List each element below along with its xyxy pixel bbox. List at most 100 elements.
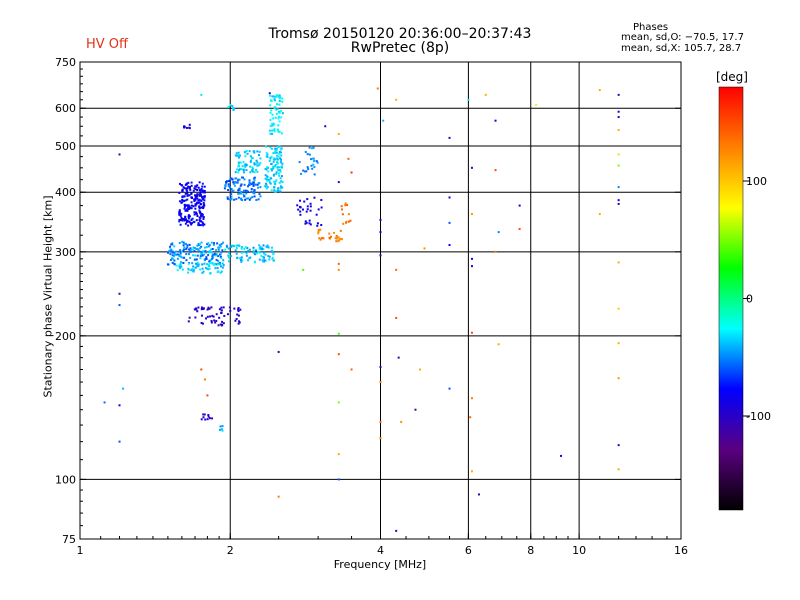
data-point bbox=[209, 248, 212, 251]
data-point bbox=[414, 408, 417, 411]
data-point bbox=[211, 417, 214, 420]
data-point bbox=[211, 257, 214, 260]
data-point bbox=[229, 104, 232, 107]
data-point bbox=[238, 155, 241, 158]
data-point bbox=[181, 195, 184, 198]
data-point bbox=[203, 413, 206, 416]
x-tick-label: 16 bbox=[674, 544, 688, 557]
data-point bbox=[340, 205, 343, 208]
data-point bbox=[268, 181, 271, 184]
data-point bbox=[273, 129, 276, 132]
data-point bbox=[317, 232, 320, 235]
data-point bbox=[196, 188, 199, 191]
data-point bbox=[184, 192, 187, 195]
x-tick-label: 4 bbox=[377, 544, 384, 557]
data-point bbox=[273, 157, 276, 160]
data-point bbox=[218, 428, 221, 431]
data-point bbox=[271, 258, 274, 261]
data-point bbox=[259, 162, 262, 165]
data-point bbox=[168, 250, 171, 253]
data-point bbox=[171, 242, 174, 245]
data-point bbox=[233, 307, 236, 310]
data-point bbox=[253, 189, 256, 192]
data-point bbox=[230, 195, 233, 198]
data-point bbox=[202, 189, 205, 192]
data-point bbox=[178, 182, 181, 185]
data-point bbox=[274, 150, 277, 153]
data-point bbox=[279, 157, 282, 160]
x-tick-label: 8 bbox=[527, 544, 534, 557]
data-point bbox=[258, 193, 261, 196]
data-point bbox=[477, 493, 480, 496]
data-point bbox=[223, 187, 226, 190]
data-point bbox=[178, 255, 181, 258]
data-point bbox=[277, 172, 280, 175]
data-point bbox=[617, 342, 620, 345]
data-point bbox=[253, 261, 256, 264]
data-point bbox=[317, 208, 320, 211]
x-tick-label: 1 bbox=[77, 544, 84, 557]
data-point bbox=[617, 153, 620, 156]
data-point bbox=[202, 224, 205, 227]
data-point bbox=[223, 314, 226, 317]
data-point bbox=[207, 264, 210, 267]
data-point bbox=[340, 238, 343, 241]
data-point bbox=[248, 181, 251, 184]
data-point bbox=[272, 117, 275, 120]
chart-title: Tromsø 20150120 20:36:00–20:37:43 bbox=[268, 26, 532, 42]
data-point bbox=[265, 151, 268, 154]
data-point bbox=[200, 251, 203, 254]
data-point bbox=[192, 270, 195, 273]
data-point bbox=[254, 249, 257, 252]
data-point bbox=[237, 188, 240, 191]
data-point bbox=[448, 244, 451, 247]
data-point bbox=[196, 262, 199, 265]
data-point bbox=[200, 321, 203, 324]
data-point bbox=[244, 198, 247, 201]
data-point bbox=[313, 173, 316, 176]
data-point bbox=[395, 98, 398, 101]
data-point bbox=[617, 307, 620, 310]
data-point bbox=[230, 245, 233, 248]
data-point bbox=[275, 157, 278, 160]
data-point bbox=[257, 198, 260, 201]
data-point bbox=[278, 100, 281, 103]
data-point bbox=[275, 179, 278, 182]
data-point bbox=[184, 183, 187, 186]
data-point bbox=[211, 248, 214, 251]
data-point bbox=[302, 169, 305, 172]
data-point bbox=[337, 353, 340, 356]
y-tick-label: 100 bbox=[55, 473, 76, 486]
data-point bbox=[186, 190, 189, 193]
data-point bbox=[259, 157, 262, 160]
data-point bbox=[273, 128, 276, 131]
data-point bbox=[219, 263, 222, 266]
data-point bbox=[215, 253, 218, 256]
data-point bbox=[194, 185, 197, 188]
data-point bbox=[245, 192, 248, 195]
data-point bbox=[227, 183, 230, 186]
data-point bbox=[273, 165, 276, 168]
data-point bbox=[347, 220, 350, 223]
data-point bbox=[242, 161, 245, 164]
data-point bbox=[169, 249, 172, 252]
data-point bbox=[188, 123, 191, 126]
data-point bbox=[257, 164, 260, 167]
data-point bbox=[217, 259, 220, 262]
data-point bbox=[202, 222, 205, 225]
data-point bbox=[183, 219, 186, 222]
data-point bbox=[497, 343, 500, 346]
data-point bbox=[183, 242, 186, 245]
data-point bbox=[190, 196, 193, 199]
data-point bbox=[196, 195, 199, 198]
data-point bbox=[318, 237, 321, 240]
data-point bbox=[198, 219, 201, 222]
data-point bbox=[267, 166, 270, 169]
data-point bbox=[215, 313, 218, 316]
data-point bbox=[207, 268, 210, 271]
data-point bbox=[178, 250, 181, 253]
data-point bbox=[275, 149, 278, 152]
data-point bbox=[336, 235, 339, 238]
data-point bbox=[200, 308, 203, 311]
data-point bbox=[183, 125, 186, 128]
